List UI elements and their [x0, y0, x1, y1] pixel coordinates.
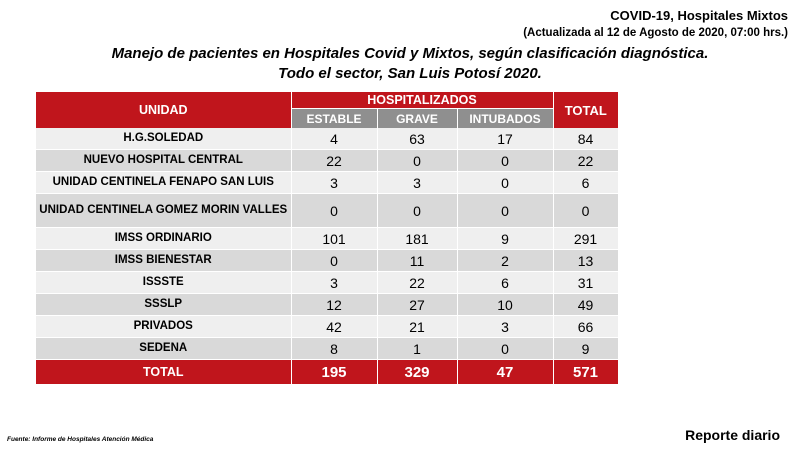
cell-total: 13	[553, 249, 619, 272]
cell-intubados: 6	[457, 271, 554, 294]
cell-total: 6	[553, 171, 619, 194]
cell-unidad: UNIDAD CENTINELA FENAPO SAN LUIS	[36, 171, 292, 194]
cell-intubados: 0	[457, 337, 554, 360]
cell-estable: 101	[291, 227, 378, 250]
cell-total: 66	[553, 315, 619, 338]
cell-total: 31	[553, 271, 619, 294]
cell-grave: 181	[377, 227, 458, 250]
cell-total: 9	[553, 337, 619, 360]
report-label: Reporte diario	[685, 427, 780, 443]
header-intubados: INTUBADOS	[457, 108, 554, 128]
cell-intubados: 0	[457, 193, 554, 228]
cell-grave: 3	[377, 171, 458, 194]
table-row: NUEVO HOSPITAL CENTRAL 22 0 0 22	[36, 149, 619, 172]
table-title: Manejo de pacientes en Hospitales Covid …	[0, 44, 800, 84]
table-row: SEDENA 8 1 0 9	[36, 337, 619, 360]
table-row: H.G.SOLEDAD 4 63 17 84	[36, 128, 619, 150]
table-row: PRIVADOS 42 21 3 66	[36, 315, 619, 338]
header-unidad: UNIDAD	[36, 92, 292, 128]
cell-total: 49	[553, 293, 619, 316]
cell-estable: 12	[291, 293, 378, 316]
cell-grave: 21	[377, 315, 458, 338]
hospital-patients-table: UNIDAD HOSPITALIZADOS TOTAL ESTABLE GRAV…	[36, 92, 619, 384]
cell-intubados: 17	[457, 128, 554, 150]
cell-unidad: IMSS ORDINARIO	[36, 227, 292, 250]
cell-estable: 3	[291, 271, 378, 294]
cell-estable: 4	[291, 128, 378, 150]
cell-total: 291	[553, 227, 619, 250]
cell-unidad: SSSLP	[36, 293, 292, 316]
cell-unidad: H.G.SOLEDAD	[36, 128, 292, 150]
totals-total: 571	[553, 359, 619, 384]
table-row: SSSLP 12 27 10 49	[36, 293, 619, 316]
totals-label: TOTAL	[36, 359, 292, 384]
cell-unidad: UNIDAD CENTINELA GOMEZ MORIN VALLES	[36, 193, 292, 228]
cell-intubados: 10	[457, 293, 554, 316]
cell-grave: 11	[377, 249, 458, 272]
cell-grave: 27	[377, 293, 458, 316]
totals-row: TOTAL 195 329 47 571	[36, 359, 619, 384]
totals-intubados: 47	[457, 359, 554, 384]
header-estable: ESTABLE	[291, 108, 378, 128]
header-grave: GRAVE	[377, 108, 458, 128]
totals-grave: 329	[377, 359, 458, 384]
cell-unidad: NUEVO HOSPITAL CENTRAL	[36, 149, 292, 172]
header-hospitalizados: HOSPITALIZADOS	[291, 92, 554, 109]
cell-grave: 22	[377, 271, 458, 294]
table-row: IMSS ORDINARIO 101 181 9 291	[36, 227, 619, 250]
report-title: COVID-19, Hospitales Mixtos	[610, 8, 788, 23]
cell-grave: 0	[377, 149, 458, 172]
cell-unidad: SEDENA	[36, 337, 292, 360]
cell-grave: 1	[377, 337, 458, 360]
cell-intubados: 0	[457, 149, 554, 172]
table-row: UNIDAD CENTINELA GOMEZ MORIN VALLES 0 0 …	[36, 193, 619, 228]
source-note: Fuente: Informe de Hospitales Atención M…	[7, 436, 154, 443]
cell-estable: 42	[291, 315, 378, 338]
cell-estable: 22	[291, 149, 378, 172]
cell-intubados: 2	[457, 249, 554, 272]
table-row: UNIDAD CENTINELA FENAPO SAN LUIS 3 3 0 6	[36, 171, 619, 194]
cell-total: 0	[553, 193, 619, 228]
table-title-line1: Manejo de pacientes en Hospitales Covid …	[111, 45, 709, 62]
cell-intubados: 9	[457, 227, 554, 250]
table-row: ISSSTE 3 22 6 31	[36, 271, 619, 294]
cell-grave: 63	[377, 128, 458, 150]
totals-estable: 195	[291, 359, 378, 384]
cell-estable: 0	[291, 193, 378, 228]
table-row: IMSS BIENESTAR 0 11 2 13	[36, 249, 619, 272]
cell-intubados: 0	[457, 171, 554, 194]
cell-estable: 0	[291, 249, 378, 272]
cell-unidad: PRIVADOS	[36, 315, 292, 338]
cell-total: 84	[553, 128, 619, 150]
table-title-line2: Todo el sector, San Luis Potosí 2020.	[278, 65, 542, 82]
header-total: TOTAL	[552, 92, 619, 128]
cell-total: 22	[553, 149, 619, 172]
cell-unidad: IMSS BIENESTAR	[36, 249, 292, 272]
cell-estable: 3	[291, 171, 378, 194]
cell-unidad: ISSSTE	[36, 271, 292, 294]
cell-grave: 0	[377, 193, 458, 228]
update-timestamp: (Actualizada al 12 de Agosto de 2020, 07…	[523, 27, 788, 39]
cell-estable: 8	[291, 337, 378, 360]
cell-intubados: 3	[457, 315, 554, 338]
